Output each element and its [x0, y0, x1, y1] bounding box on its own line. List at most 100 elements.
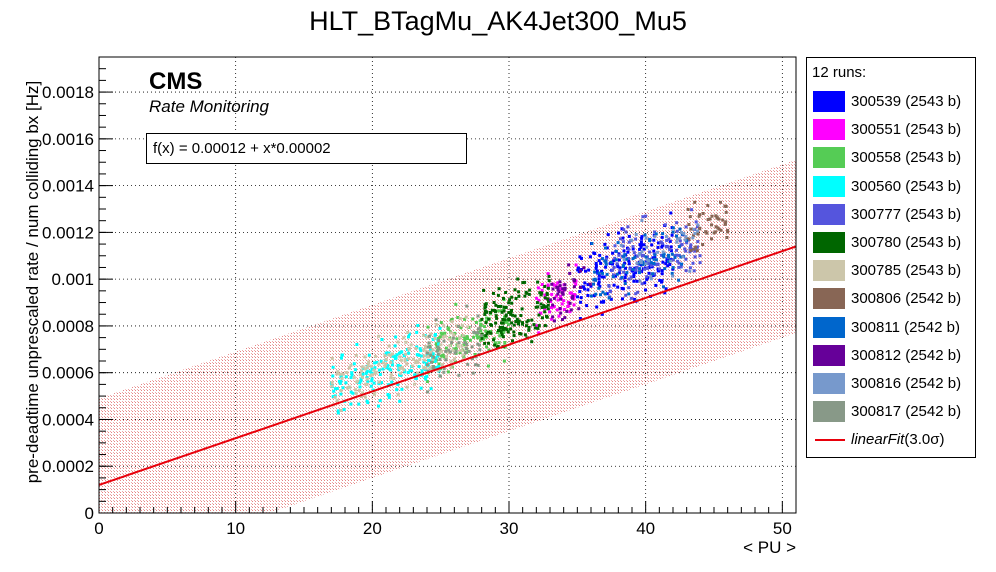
data-point: [654, 283, 658, 287]
data-point: [527, 325, 531, 329]
data-point: [601, 271, 604, 275]
data-point: [439, 343, 443, 347]
legend-swatch: [813, 203, 845, 225]
data-point: [497, 287, 501, 291]
data-point: [680, 262, 684, 266]
data-point: [463, 351, 467, 355]
data-point: [366, 363, 370, 367]
data-point: [695, 245, 699, 249]
data-point: [539, 302, 543, 306]
data-point: [365, 366, 369, 369]
data-point: [433, 334, 437, 337]
data-point: [339, 409, 343, 412]
data-point: [516, 320, 520, 324]
data-point: [462, 343, 466, 347]
data-point: [476, 331, 480, 335]
data-point: [609, 297, 613, 301]
data-point: [510, 301, 514, 305]
legend-swatch: [813, 119, 845, 141]
legend-swatch: [813, 373, 845, 394]
data-point: [437, 347, 441, 351]
data-point: [527, 328, 531, 332]
data-point: [559, 287, 563, 291]
data-point: [563, 316, 567, 320]
data-point: [695, 249, 699, 253]
data-point: [638, 279, 642, 283]
data-point: [483, 303, 487, 307]
data-point: [669, 259, 673, 263]
series-6: [480, 274, 551, 349]
data-point: [546, 272, 550, 276]
data-point: [612, 283, 616, 287]
data-point: [503, 341, 507, 344]
data-point: [530, 340, 534, 344]
data-point: [415, 330, 419, 334]
data-point: [405, 385, 409, 389]
data-point: [441, 353, 445, 357]
data-point: [632, 275, 636, 279]
data-point: [594, 266, 598, 270]
data-point: [397, 351, 401, 355]
data-point: [631, 247, 635, 251]
data-point: [623, 261, 627, 265]
y-tick-label: 0.0004: [42, 410, 94, 429]
data-point: [621, 240, 625, 244]
data-point: [495, 316, 499, 320]
data-point: [621, 265, 625, 269]
data-point: [432, 355, 436, 359]
data-point: [670, 252, 674, 256]
data-point: [339, 374, 343, 378]
data-point: [677, 265, 681, 269]
data-point: [371, 373, 374, 377]
data-point: [684, 257, 688, 261]
data-point: [485, 316, 489, 320]
data-point: [332, 389, 336, 393]
data-point: [705, 231, 709, 235]
data-point: [479, 329, 483, 333]
data-point: [525, 291, 529, 295]
data-point: [617, 253, 621, 257]
data-point: [545, 305, 548, 309]
series-11: [619, 219, 700, 302]
data-point: [349, 376, 353, 380]
data-point: [663, 291, 667, 295]
data-point: [717, 217, 721, 221]
data-point: [594, 264, 598, 268]
data-point: [501, 325, 505, 329]
data-point: [675, 248, 678, 252]
data-point: [668, 263, 672, 266]
data-point: [429, 353, 433, 357]
data-point: [684, 249, 688, 253]
data-point: [483, 341, 487, 345]
data-point: [423, 358, 427, 362]
chart-title: HLT_BTagMu_AK4Jet300_Mu5: [309, 6, 687, 36]
legend-swatch: [813, 316, 845, 338]
data-point: [576, 268, 580, 272]
data-point: [370, 367, 374, 371]
data-point: [383, 365, 387, 368]
legend-label: 300560 (2543 b): [851, 177, 962, 195]
data-point: [361, 391, 365, 395]
data-point: [502, 359, 506, 363]
data-point: [701, 212, 705, 215]
data-point: [512, 334, 516, 338]
data-point: [689, 227, 693, 231]
data-point: [683, 247, 687, 251]
series-5: [604, 208, 702, 300]
data-point: [647, 266, 651, 270]
data-point: [355, 380, 359, 384]
data-point: [627, 257, 630, 260]
data-point: [571, 294, 575, 298]
legend-swatch: [813, 91, 845, 112]
data-point: [661, 260, 665, 264]
data-point: [675, 234, 678, 238]
data-point: [492, 291, 495, 295]
data-point: [441, 363, 444, 367]
data-point: [698, 227, 701, 231]
data-point: [437, 365, 441, 368]
data-point: [661, 250, 665, 254]
data-point: [719, 228, 723, 232]
data-point: [489, 311, 492, 314]
data-point: [593, 270, 597, 274]
data-point: [428, 365, 432, 369]
